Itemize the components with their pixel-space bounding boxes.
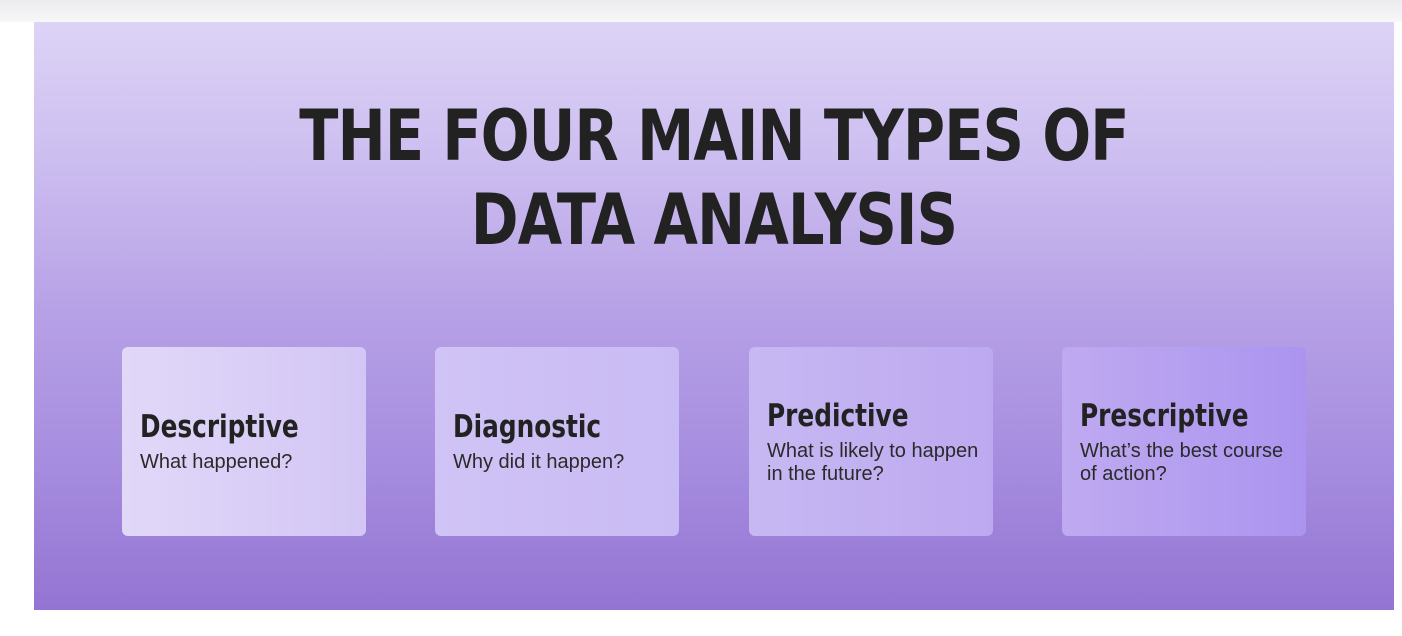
card-question: What’s the best course of action? bbox=[1080, 439, 1284, 485]
card-question: What happened? bbox=[140, 451, 293, 473]
card-title: Predictive bbox=[767, 397, 909, 434]
card-descriptive: Descriptive What happened? bbox=[122, 347, 366, 536]
title-line-2: DATA ANALYSIS bbox=[470, 179, 958, 261]
top-strip bbox=[0, 0, 1402, 22]
card-question: What is likely to happen in the future? bbox=[767, 439, 979, 485]
card-title: Prescriptive bbox=[1080, 397, 1249, 434]
card-diagnostic: Diagnostic Why did it happen? bbox=[435, 347, 679, 536]
infographic-banner: THE FOUR MAIN TYPES OF DATA ANALYSIS Des… bbox=[34, 22, 1394, 610]
card-title: Descriptive bbox=[140, 409, 299, 445]
banner-title: THE FOUR MAIN TYPES OF DATA ANALYSIS bbox=[156, 94, 1271, 262]
card-prescriptive: Prescriptive What’s the best course of a… bbox=[1062, 347, 1306, 536]
card-predictive: Predictive What is likely to happen in t… bbox=[749, 347, 993, 536]
card-title: Diagnostic bbox=[453, 409, 602, 445]
title-line-1: THE FOUR MAIN TYPES OF bbox=[299, 95, 1129, 177]
card-question: Why did it happen? bbox=[453, 451, 625, 473]
